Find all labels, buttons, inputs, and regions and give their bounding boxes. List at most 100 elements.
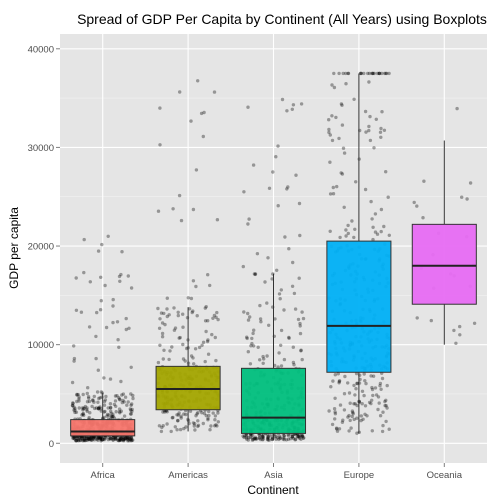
box-europe <box>327 241 391 372</box>
data-point <box>291 261 294 264</box>
data-point <box>458 325 461 328</box>
data-point <box>364 110 367 113</box>
data-point <box>88 325 91 328</box>
data-point <box>105 326 108 329</box>
data-point <box>371 72 374 75</box>
data-point <box>177 311 180 314</box>
data-point <box>81 406 84 409</box>
data-point <box>372 375 375 378</box>
data-point <box>275 269 278 272</box>
data-point <box>250 337 253 340</box>
data-point <box>162 357 165 360</box>
data-point <box>262 357 265 360</box>
data-point <box>379 414 382 417</box>
y-tick-label: 20000 <box>28 242 54 253</box>
data-point <box>118 275 121 278</box>
data-point <box>168 349 171 352</box>
data-point <box>181 326 184 329</box>
data-point <box>213 90 216 93</box>
data-point <box>158 327 161 330</box>
data-point <box>376 408 379 411</box>
data-point <box>119 380 122 383</box>
data-point <box>131 394 134 397</box>
data-point <box>192 362 195 365</box>
data-point <box>258 304 261 307</box>
data-point <box>120 250 123 253</box>
data-point <box>214 336 217 339</box>
data-point <box>281 98 284 101</box>
data-point <box>276 144 279 147</box>
data-point <box>71 404 74 407</box>
data-point <box>263 280 266 283</box>
data-point <box>114 399 117 402</box>
y-tick-label: 10000 <box>28 340 54 351</box>
data-point <box>171 207 174 210</box>
data-point <box>77 397 80 400</box>
data-point <box>363 379 366 382</box>
data-point <box>421 216 424 219</box>
data-point <box>342 147 345 150</box>
data-point <box>80 311 83 314</box>
data-point <box>131 397 134 400</box>
data-point <box>469 181 472 184</box>
data-point <box>334 116 337 119</box>
data-point <box>107 235 110 238</box>
data-point <box>176 419 179 422</box>
data-point <box>294 174 297 177</box>
data-point <box>265 354 268 357</box>
data-point <box>158 344 161 347</box>
data-point <box>112 298 115 301</box>
data-point <box>252 163 255 166</box>
data-point <box>162 349 165 352</box>
data-point <box>355 417 358 420</box>
data-point <box>364 188 367 191</box>
data-point <box>104 395 107 398</box>
data-point <box>298 234 301 237</box>
data-point <box>267 324 270 327</box>
data-point <box>75 276 78 279</box>
data-point <box>125 317 128 320</box>
data-point <box>89 280 92 283</box>
data-point <box>458 333 461 336</box>
data-point <box>381 430 384 433</box>
data-point <box>347 429 350 432</box>
data-point <box>265 301 268 304</box>
data-point <box>83 238 86 241</box>
data-point <box>86 386 89 389</box>
data-point <box>75 309 78 312</box>
data-point <box>361 390 364 393</box>
data-point <box>349 419 352 422</box>
data-point <box>355 432 358 435</box>
data-point <box>251 332 254 335</box>
data-point <box>115 410 118 413</box>
data-point <box>333 410 336 413</box>
data-point <box>99 276 102 279</box>
data-point <box>343 408 346 411</box>
data-point <box>192 279 195 282</box>
data-point <box>196 419 199 422</box>
data-point <box>375 118 378 121</box>
data-point <box>78 406 81 409</box>
data-point <box>367 129 370 132</box>
data-point <box>381 377 384 380</box>
y-axis: 010000200003000040000 <box>28 44 60 449</box>
data-point <box>158 424 161 427</box>
data-point <box>165 422 168 425</box>
data-point <box>367 80 370 83</box>
data-point <box>291 285 294 288</box>
data-point <box>413 201 416 204</box>
data-point <box>203 412 206 415</box>
data-point <box>337 72 340 75</box>
data-point <box>116 338 119 341</box>
data-point <box>334 373 337 376</box>
data-point <box>387 196 390 199</box>
data-point <box>109 406 112 409</box>
data-point <box>202 422 205 425</box>
data-point <box>370 399 373 402</box>
data-point <box>111 413 114 416</box>
data-point <box>274 435 277 438</box>
data-point <box>333 86 336 89</box>
data-point <box>362 72 365 75</box>
data-point <box>179 336 182 339</box>
data-point <box>173 329 176 332</box>
